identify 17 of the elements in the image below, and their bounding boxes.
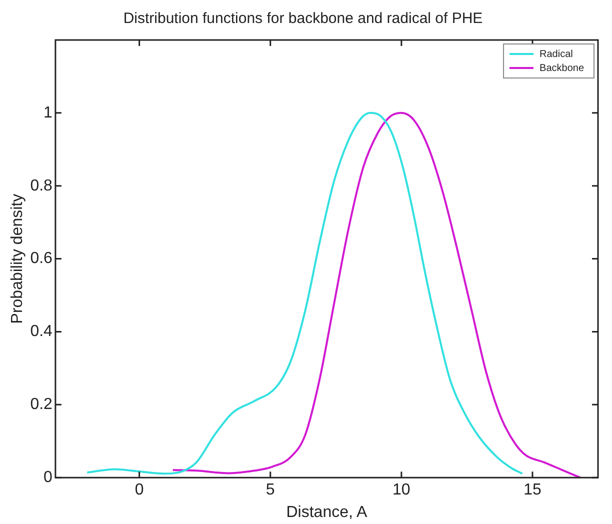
line-series: [86, 112, 524, 475]
legend-label: Radical: [540, 48, 573, 60]
y-tick-label: 0: [44, 469, 53, 486]
x-tick-label: 15: [524, 482, 542, 499]
x-tick-label: 5: [266, 482, 275, 499]
chart-title: Distribution functions for backbone and radical of PHE: [123, 10, 483, 28]
x-axis-title: Distance, A: [286, 504, 368, 521]
y-axis-title: Probability density: [9, 194, 26, 324]
y-tick-label: 0.6: [30, 250, 53, 268]
y-tick-label: 0.8: [30, 177, 53, 194]
x-tick-label: 10: [392, 482, 410, 499]
legend-label: Backbone: [540, 62, 584, 74]
y-tick-label: 0.2: [30, 396, 53, 414]
x-tick-label: 0: [134, 482, 144, 499]
line-series: [172, 112, 582, 478]
y-tick-label: 0.4: [30, 323, 53, 340]
y-tick-label: 1: [44, 104, 53, 122]
